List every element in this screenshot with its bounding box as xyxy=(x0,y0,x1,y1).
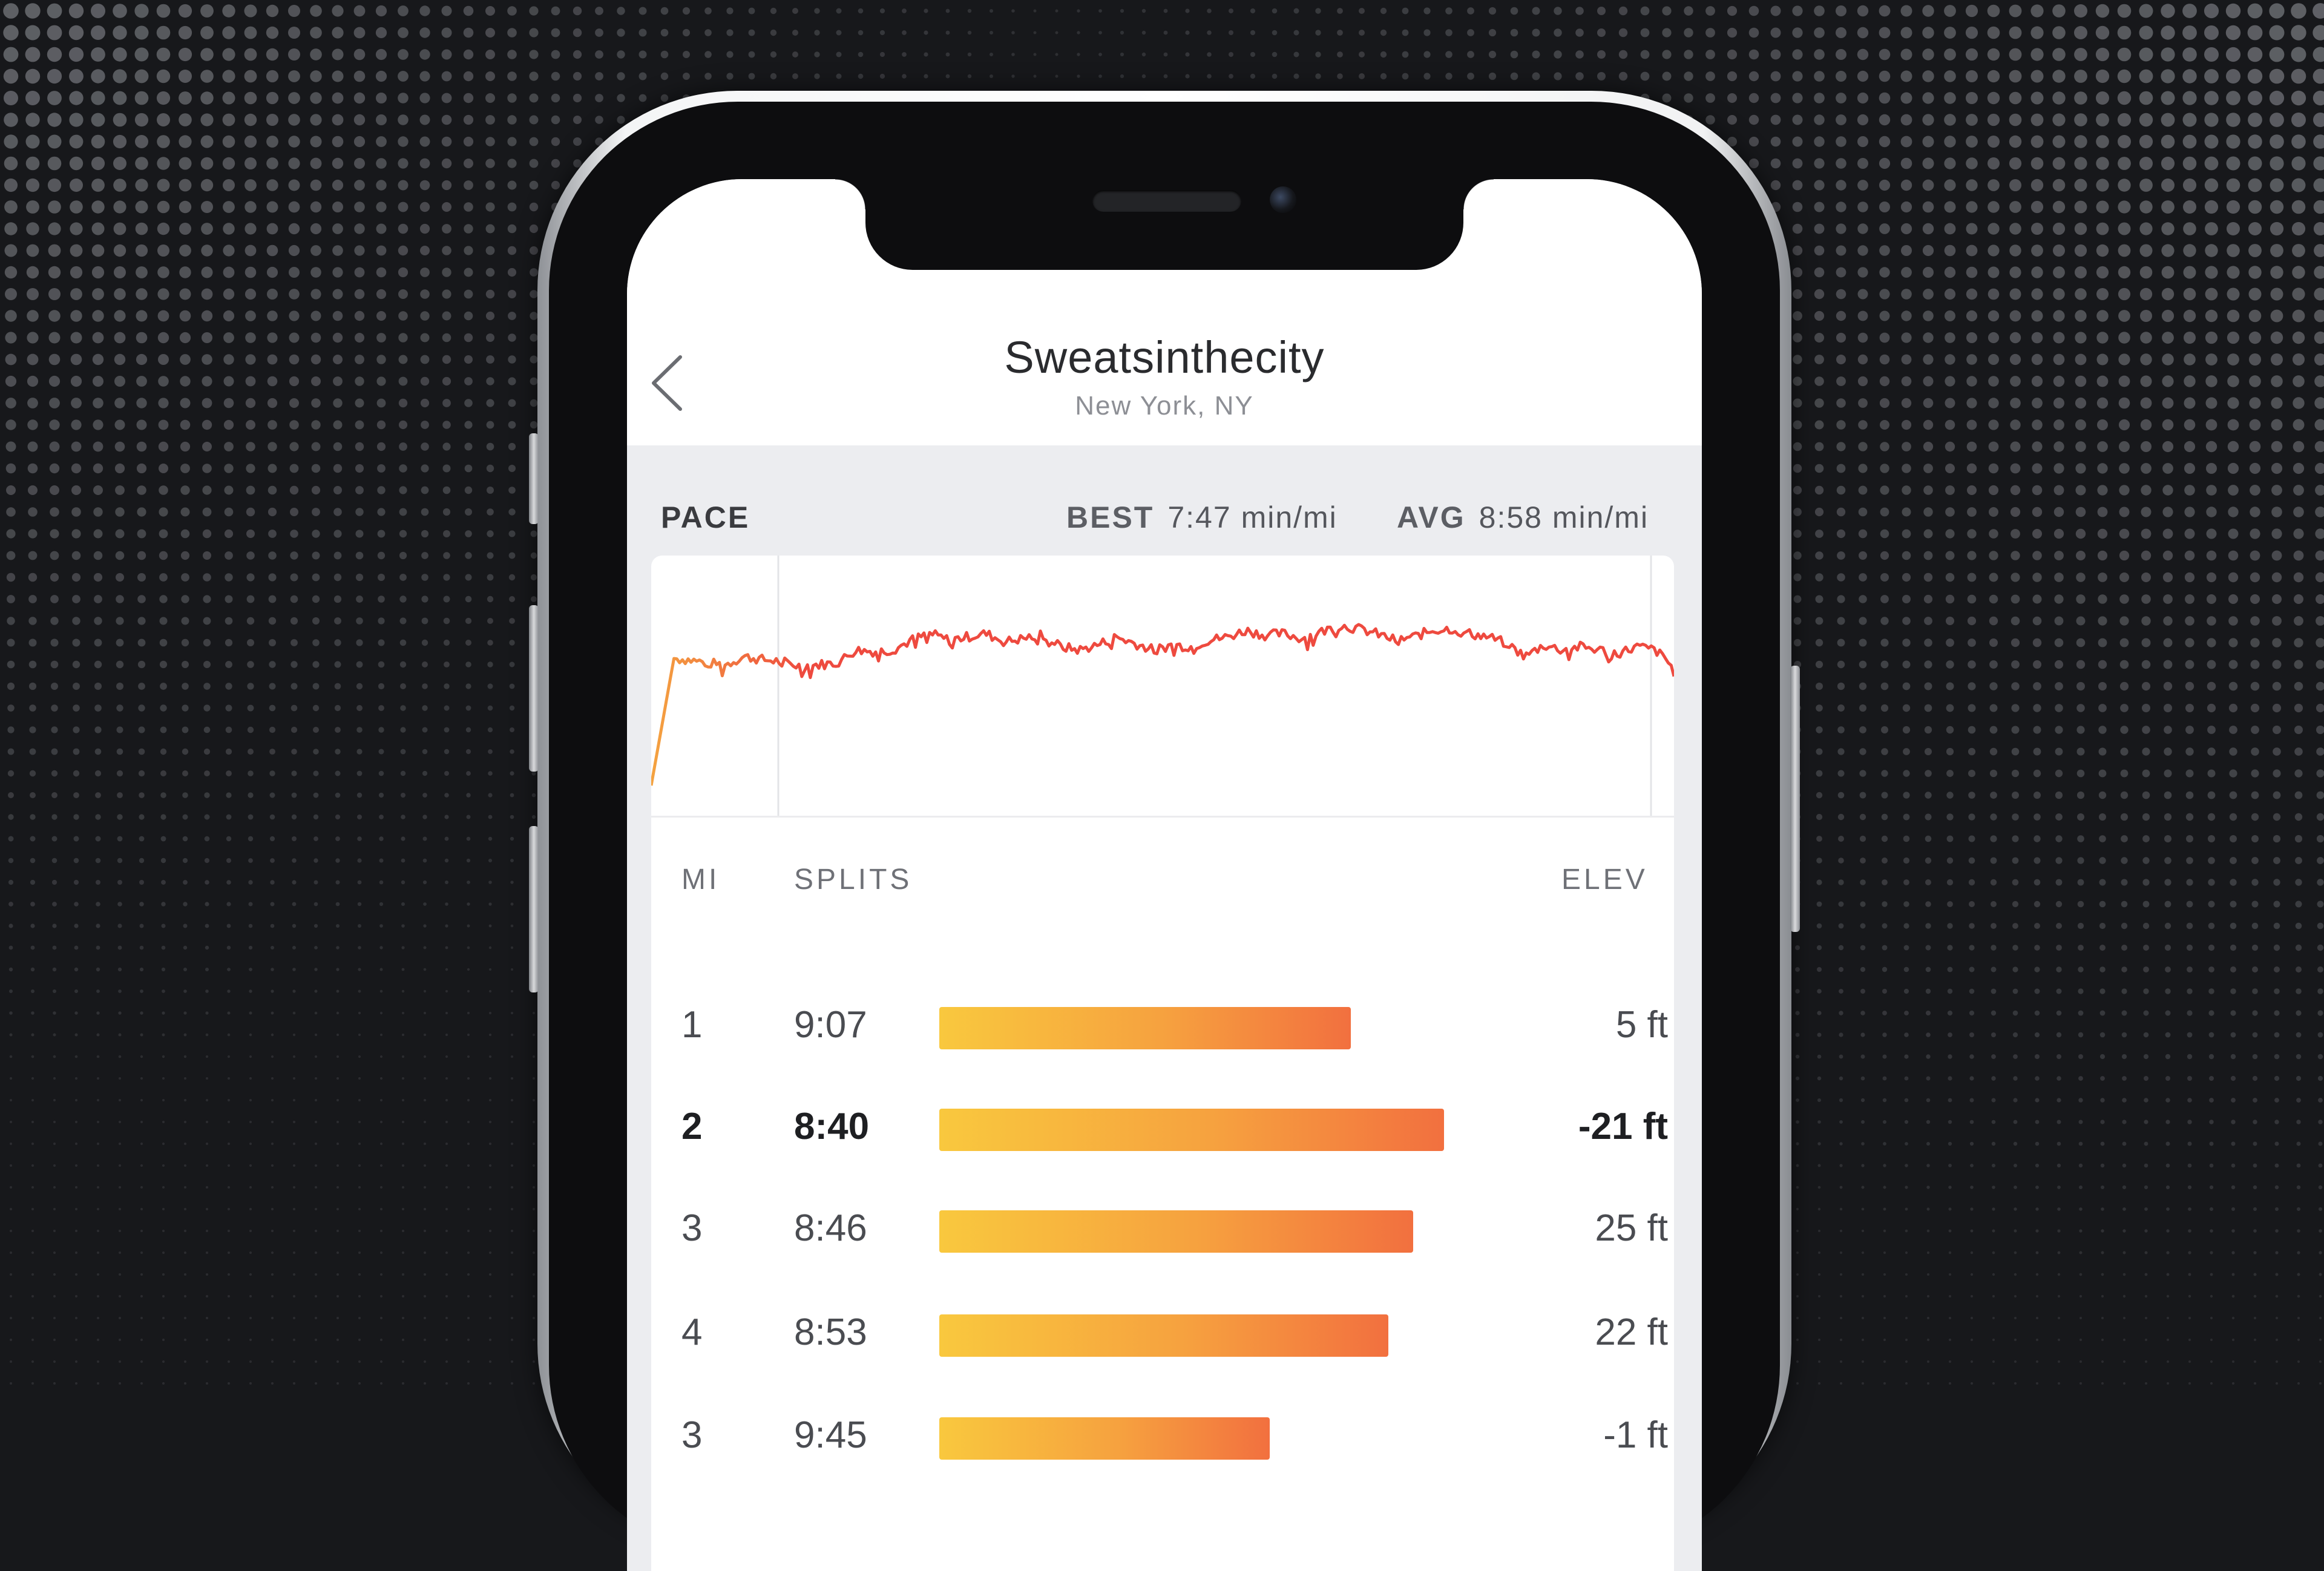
avg-pace-label: AVG xyxy=(1397,500,1466,534)
mute-switch xyxy=(529,433,539,524)
best-pace-label: BEST xyxy=(1066,500,1154,534)
pace-label: PACE xyxy=(661,500,750,535)
best-pace: BEST 7:47 min/mi xyxy=(1066,500,1338,535)
split-time: 9:07 xyxy=(794,1003,867,1046)
front-camera-icon xyxy=(1270,186,1296,213)
chart-divider xyxy=(651,816,1674,818)
volume-up-button xyxy=(529,605,539,772)
split-time: 9:45 xyxy=(794,1414,867,1457)
power-button xyxy=(1790,666,1800,932)
split-time: 8:53 xyxy=(794,1311,867,1354)
split-mile: 3 xyxy=(681,1414,702,1457)
splits-header: SPLITS xyxy=(794,863,912,896)
split-time: 8:46 xyxy=(794,1207,867,1250)
page-title: Sweatsinthecity xyxy=(627,332,1702,383)
split-mile: 2 xyxy=(681,1105,702,1148)
avg-pace-value: 8:58 min/mi xyxy=(1479,500,1649,534)
avg-pace: AVG 8:58 min/mi xyxy=(1397,500,1649,535)
split-elevation: 22 ft xyxy=(1486,1311,1668,1354)
split-bar xyxy=(939,1109,1444,1151)
volume-down-button xyxy=(529,826,539,992)
split-mile: 1 xyxy=(681,1003,702,1046)
mi-header: MI xyxy=(681,863,720,896)
split-mile: 4 xyxy=(681,1311,702,1354)
split-bar xyxy=(939,1007,1351,1049)
split-mile: 3 xyxy=(681,1207,702,1250)
split-time: 8:40 xyxy=(794,1105,869,1148)
app-screen: Sweatsinthecity New York, NY PACE BEST 7:… xyxy=(627,179,1702,1571)
split-elevation: -21 ft xyxy=(1486,1105,1668,1148)
split-bar xyxy=(939,1210,1413,1253)
split-elevation: -1 ft xyxy=(1486,1414,1668,1457)
pace-line xyxy=(651,625,1674,786)
split-bar xyxy=(939,1314,1388,1357)
location-subtitle: New York, NY xyxy=(627,391,1702,421)
elev-header: ELEV xyxy=(1561,863,1648,896)
pace-chart xyxy=(651,556,1674,816)
speaker-grille xyxy=(1092,190,1241,212)
split-elevation: 5 ft xyxy=(1486,1003,1668,1046)
split-elevation: 25 ft xyxy=(1486,1207,1668,1250)
best-pace-value: 7:47 min/mi xyxy=(1167,500,1337,534)
phone-notch xyxy=(865,179,1463,270)
pace-card: MI SPLITS ELEV 1 9:07 5 ft 2 8:40 -21 ft 3 8:46… xyxy=(651,556,1674,1571)
split-bar xyxy=(939,1417,1270,1460)
